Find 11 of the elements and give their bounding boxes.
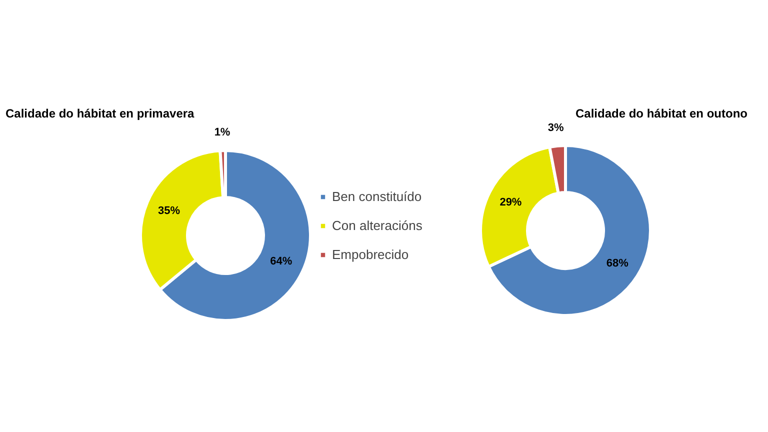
- data-label: 68%: [606, 257, 629, 270]
- data-label: 1%: [214, 126, 230, 139]
- chart-title: Calidade do hábitat en primavera: [6, 106, 195, 120]
- legend-label: Ben constituído: [332, 189, 422, 204]
- data-label: 64%: [270, 256, 292, 268]
- legend-label: Empobrecido: [332, 247, 409, 262]
- chart-title: Calidade do hábitat en outono: [576, 106, 748, 120]
- data-label: 35%: [158, 205, 180, 218]
- data-label: 29%: [500, 196, 522, 209]
- legend-label: Con alteracións: [332, 218, 422, 233]
- data-label: 3%: [548, 122, 564, 134]
